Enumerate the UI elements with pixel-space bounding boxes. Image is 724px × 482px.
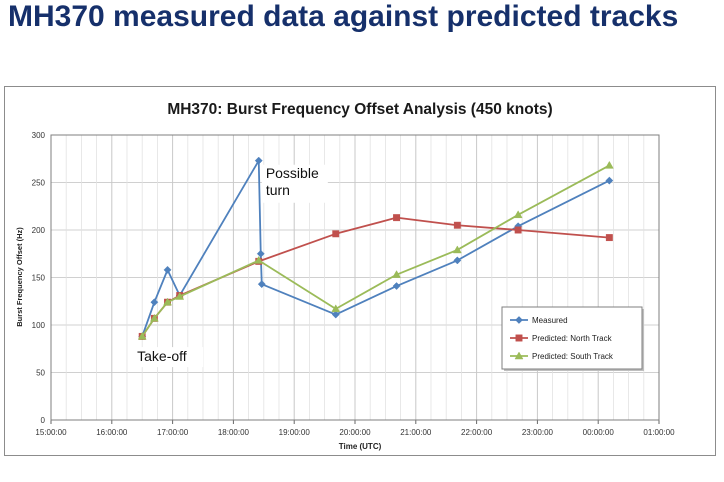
data-point (393, 214, 400, 222)
annotation-background (133, 347, 204, 368)
y-tick-label: 100 (32, 321, 46, 330)
x-tick-label: 21:00:00 (400, 428, 432, 437)
data-point (605, 176, 614, 185)
data-point (149, 313, 159, 322)
data-point (392, 282, 401, 291)
legend-box (501, 306, 643, 370)
data-point (256, 249, 265, 258)
grid (50, 134, 660, 421)
data-point (604, 160, 614, 169)
data-point (163, 297, 172, 306)
data-point (605, 234, 613, 242)
chart-title: MH370: Burst Frequency Offset Analysis (… (167, 101, 552, 118)
data-point (392, 270, 401, 278)
legend-swatch-marker (514, 351, 524, 360)
legend: Measured Predicted: North Track Predicted:… (501, 306, 644, 371)
x-tick-label: 01:00:00 (643, 428, 675, 437)
data-point (257, 280, 266, 289)
data-point (331, 310, 340, 319)
chart-frame: MH370: Burst Frequency Offset Analysis (… (4, 86, 716, 456)
slide-title: MH370 measured data against predicted tr… (8, 0, 679, 33)
chart-svg: MH370: Burst Frequency Offset Analysis (… (15, 101, 675, 451)
legend-entry-label: Predicted: North Track (532, 334, 613, 343)
annotation-label: Take-off (137, 348, 187, 364)
axes: 0 50 100 150 200 250 300 15:00:00 16:00:00 17:00:… (32, 131, 675, 437)
legend-swatch-marker (515, 334, 523, 342)
legend-entry-label: Measured (532, 316, 568, 325)
x-tick-label: 00:00:00 (583, 428, 615, 437)
y-tick-label: 250 (32, 179, 46, 188)
plot-area-border (50, 134, 660, 421)
annotation-line: turn (266, 182, 290, 198)
data-point (137, 331, 147, 340)
legend-entry-label: Predicted: South Track (532, 352, 614, 361)
x-tick-label: 20:00:00 (339, 428, 371, 437)
y-tick-label: 150 (32, 274, 46, 283)
series-2 (137, 160, 614, 340)
series-layer (137, 156, 614, 341)
x-tick-label: 18:00:00 (218, 428, 250, 437)
y-tick-label: 50 (36, 369, 45, 378)
data-point (331, 304, 341, 313)
data-point (453, 256, 462, 265)
x-tick-label: 17:00:00 (157, 428, 189, 437)
x-tick-label: 19:00:00 (279, 428, 311, 437)
annotation-label: Possible turn (266, 165, 319, 198)
data-point (254, 255, 264, 264)
data-point (513, 210, 523, 219)
data-point (150, 298, 159, 307)
data-point (452, 245, 462, 254)
series-line (141, 164, 610, 337)
y-tick-label: 0 (41, 416, 46, 425)
data-point (453, 221, 461, 229)
annotations: Possible turn Take-off (133, 164, 328, 368)
series-line (141, 159, 610, 337)
y-axis-label: Burst Frequency Offset (Hz) (15, 227, 24, 327)
x-tick-label: 23:00:00 (522, 428, 554, 437)
x-tick-label: 15:00:00 (35, 428, 67, 437)
data-point (332, 230, 340, 238)
data-point (163, 265, 172, 274)
data-point (175, 291, 185, 300)
annotation-line: Possible (266, 165, 319, 181)
legend-swatch-marker (515, 316, 523, 324)
data-point (514, 226, 522, 234)
y-tick-label: 200 (32, 226, 46, 235)
x-tick-label: 22:00:00 (461, 428, 493, 437)
x-axis-label: Time (UTC) (339, 442, 382, 451)
data-point (254, 156, 263, 165)
x-tick-label: 16:00:00 (96, 428, 128, 437)
y-tick-label: 300 (32, 131, 46, 140)
annotation-background (261, 164, 328, 203)
